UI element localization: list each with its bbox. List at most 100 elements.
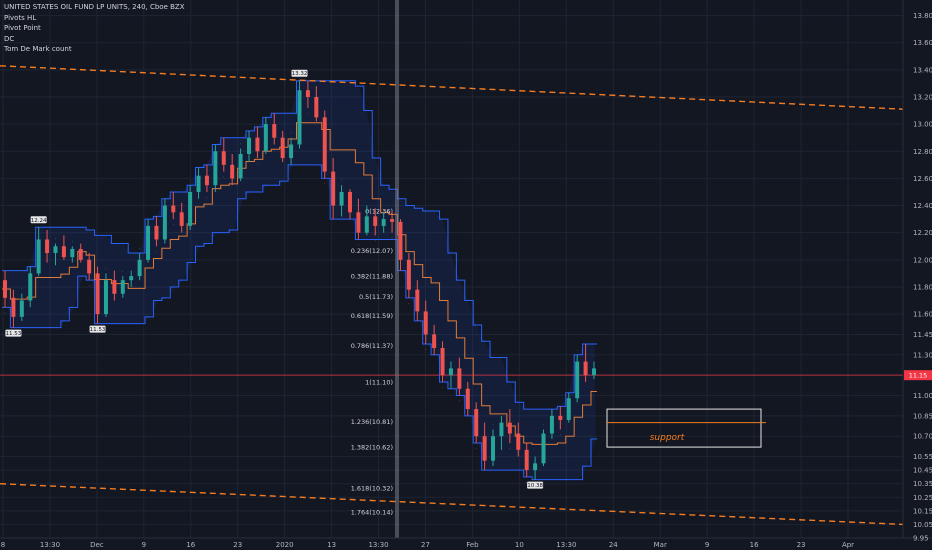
- td-count-marker: ·: [139, 246, 141, 252]
- candle-body: [297, 90, 302, 145]
- td-count-marker: ·: [156, 249, 158, 255]
- y-tick-label: 10.70: [913, 433, 932, 441]
- fib-level-label: 1.764(10.14): [351, 509, 393, 517]
- td-count-marker: ·: [560, 432, 562, 438]
- indicator-td-count[interactable]: Tom De Mark count: [4, 45, 72, 53]
- channel-lower: [2, 164, 597, 481]
- td-count-marker: ·: [442, 385, 444, 391]
- support-annotation[interactable]: support: [606, 408, 766, 448]
- candle-body: [331, 171, 336, 206]
- x-tick-label: 13:30: [368, 541, 388, 549]
- indicator-dc[interactable]: DC: [4, 34, 15, 43]
- candle-body: [499, 422, 504, 437]
- candle-body: [238, 153, 243, 179]
- candle-body: [280, 137, 285, 159]
- candle-body: [28, 273, 33, 301]
- candle-body: [482, 436, 487, 461]
- x-tick-label: 23: [233, 541, 242, 549]
- td-count-marker: ·: [341, 178, 343, 184]
- candle-body: [188, 191, 193, 226]
- candle-body: [457, 368, 462, 389]
- candle-body: [423, 311, 428, 335]
- td-count-marker: ·: [408, 301, 410, 307]
- x-tick-label: Dec: [90, 541, 104, 549]
- y-tick-label: 11.80: [913, 283, 932, 291]
- fib-level-label: 0.382(11.88): [351, 273, 393, 281]
- td-count-marker: ·: [122, 269, 124, 275]
- indicator-pivot-point[interactable]: Pivot Point: [4, 24, 41, 32]
- pivot-label: 12.24: [31, 218, 47, 224]
- td-count-marker: ·: [4, 310, 6, 316]
- symbol-title[interactable]: UNITED STATES OIL FUND LP UNITS, 240, Cb…: [4, 3, 185, 11]
- td-count-marker: ·: [576, 348, 578, 354]
- candle-body: [558, 415, 563, 420]
- candle-body: [3, 280, 7, 298]
- y-tick-label: 10.85: [913, 412, 932, 420]
- candle-body: [347, 191, 352, 213]
- x-tick-label: 24: [609, 541, 618, 549]
- x-tick-label: 10: [515, 541, 524, 549]
- candle-body: [566, 398, 571, 420]
- td-count-marker: ·: [358, 242, 360, 248]
- resistance-trendline: [0, 65, 904, 110]
- td-count-marker: ·: [223, 175, 225, 181]
- pivot-label: 11.53: [90, 327, 106, 333]
- td-count-marker: ·: [324, 181, 326, 187]
- td-count-marker: ·: [374, 238, 376, 244]
- pivot-label: 13.32: [292, 71, 308, 77]
- candle-body: [129, 276, 134, 281]
- td-count-marker: ·: [290, 131, 292, 137]
- candle-body: [373, 216, 378, 226]
- x-tick-label: 13:30: [40, 541, 60, 549]
- x-tick-label: Feb: [466, 541, 479, 549]
- candle-body: [314, 96, 319, 118]
- td-count-marker: ·: [206, 195, 208, 201]
- candle-body: [120, 280, 125, 294]
- y-tick-label: 11.60: [913, 311, 932, 319]
- td-count-marker: ·: [72, 239, 74, 245]
- pivot-label-box: [89, 325, 106, 333]
- candle-body: [356, 212, 361, 233]
- candle-body: [103, 280, 108, 315]
- pivot-label-box: [291, 69, 308, 77]
- td-count-marker: ·: [240, 142, 242, 148]
- x-tick-label: 9: [705, 541, 709, 549]
- td-count-markers: ····································: [4, 111, 595, 486]
- candle-body: [583, 361, 588, 376]
- candle-body: [465, 388, 470, 410]
- pivot-label: 11.53: [6, 331, 22, 337]
- support-trendline: [0, 483, 904, 526]
- td-count-marker: ·: [391, 236, 393, 242]
- candle-body: [440, 348, 445, 376]
- pivot-label-box: [5, 329, 22, 337]
- candle-body: [575, 361, 580, 399]
- td-count-marker: ·: [189, 178, 191, 184]
- candle-body: [171, 205, 176, 213]
- pivot-label: 10.38: [527, 483, 543, 489]
- candle-body: [53, 246, 58, 254]
- y-tick-label: 12.00: [913, 256, 932, 264]
- last-price-value: 11.15: [909, 372, 928, 380]
- fib-level-label: 0.618(11.59): [351, 312, 393, 320]
- y-tick-label: 10.25: [913, 494, 932, 502]
- indicator-pivots-hl[interactable]: Pivots HL: [4, 13, 37, 22]
- candle-body: [19, 300, 24, 317]
- chart-legend: UNITED STATES OIL FUND LP UNITS, 240, Cb…: [4, 2, 185, 55]
- y-tick-label: 13.40: [913, 66, 932, 74]
- y-tick-label: 10.45: [913, 467, 932, 475]
- candle-body: [289, 144, 294, 159]
- candle-body: [247, 137, 252, 154]
- td-count-marker: ·: [425, 347, 427, 353]
- candle-body: [516, 433, 521, 450]
- y-tick-label: 13.20: [913, 93, 932, 101]
- x-tick-label: 8: [1, 541, 5, 549]
- y-tick-label: 10.35: [913, 480, 932, 488]
- candle-body: [381, 219, 386, 226]
- td-count-marker: ·: [593, 355, 595, 361]
- candle-body: [415, 289, 420, 312]
- x-tick-label: 13: [327, 541, 336, 549]
- fib-level-label: 1(11.10): [365, 378, 393, 386]
- fibonacci-retracement[interactable]: 0(12.36) 0.236(12.07) 0.382(11.88) 0.5(11.7…: [351, 0, 399, 538]
- x-tick-label: Apr: [842, 541, 854, 549]
